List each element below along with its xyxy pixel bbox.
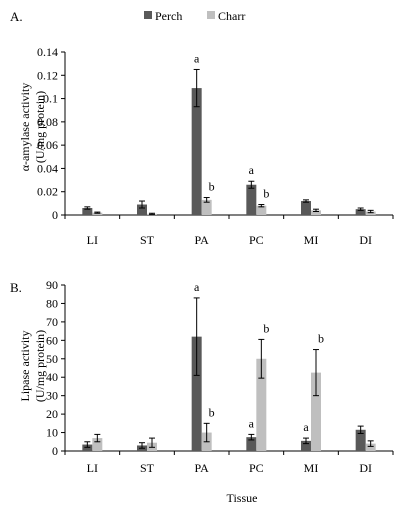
x-tick-label-li: LI — [87, 461, 98, 475]
y-tick-label: 0.04 — [37, 161, 58, 175]
y-tick-label: 30 — [46, 389, 58, 403]
bar-charr-pa — [201, 199, 212, 215]
y-tick-label: 60 — [46, 333, 58, 347]
bar-perch-mi — [301, 201, 311, 215]
y-tick-label: 40 — [46, 370, 58, 384]
y-tick-label: 20 — [46, 407, 58, 421]
x-tick-label-li: LI — [87, 233, 98, 247]
y-tick-label: 10 — [46, 426, 58, 440]
legend-label-charr: Charr — [218, 9, 245, 23]
y-axis-title-line-2: (U/mg protein) — [33, 330, 47, 402]
significance-letter: a — [249, 416, 255, 430]
significance-letter: a — [303, 420, 309, 434]
y-tick-label: 0 — [52, 208, 58, 222]
x-tick-label-di: DI — [359, 461, 372, 475]
y-tick-label: 0.06 — [37, 138, 58, 152]
significance-letter: b — [263, 187, 269, 201]
bar-perch-di — [355, 429, 366, 451]
y-axis-title: Lipase activity (U/mg protein) — [18, 330, 47, 402]
bar-perch-mi — [301, 440, 311, 451]
plot-area-b: 0 10 20 30 40 50 60 70 80 90 LI ST PA a b PC a b MI a b DI — [46, 278, 394, 475]
bar-charr-li — [92, 438, 103, 451]
bar-charr-di — [365, 211, 376, 215]
bar-charr-li — [92, 212, 103, 215]
y-tick-label: 0.12 — [37, 68, 58, 82]
significance-letter: b — [318, 332, 324, 346]
x-tick-label-st: ST — [140, 461, 155, 475]
bar-charr-mi — [311, 210, 321, 215]
y-tick-label: 0.02 — [37, 185, 58, 199]
significance-letter: b — [263, 321, 269, 335]
legend-swatch-perch — [144, 11, 152, 19]
x-axis-title: Tissue — [227, 491, 258, 505]
x-tick-label-di: DI — [359, 233, 372, 247]
bar-perch-pa — [191, 336, 202, 451]
panel-b-label: B. — [10, 280, 22, 295]
bar-charr-pc — [256, 358, 267, 451]
x-tick-label-pa: PA — [195, 461, 210, 475]
y-tick-label: 0.1 — [43, 92, 58, 106]
bar-perch-st — [137, 204, 147, 215]
bar-perch-pc — [246, 184, 257, 215]
significance-letter: a — [194, 280, 200, 294]
y-tick-label: 90 — [46, 278, 58, 292]
x-tick-label-st: ST — [140, 233, 155, 247]
y-tick-label: 0.14 — [37, 45, 58, 59]
x-tick-label-mi: MI — [304, 233, 319, 247]
y-axis-title: α-amylase activity (U/mg protein) — [18, 83, 47, 172]
bar-charr-mi — [311, 372, 321, 451]
y-tick-label: 80 — [46, 296, 58, 310]
legend: Perch Charr — [144, 9, 245, 23]
significance-letter: b — [209, 405, 215, 419]
x-tick-label-pc: PC — [249, 461, 264, 475]
significance-letter: a — [194, 51, 200, 65]
bar-perch-pc — [246, 437, 257, 451]
y-tick-label: 50 — [46, 352, 58, 366]
y-tick-label: 70 — [46, 315, 58, 329]
y-tick-label: 0.08 — [37, 115, 58, 129]
bar-perch-li — [82, 208, 93, 215]
y-axis-title-line-2: (U/mg protein) — [33, 91, 47, 163]
significance-letter: b — [209, 180, 215, 194]
x-tick-label-pc: PC — [249, 233, 264, 247]
panel-a-label: A. — [10, 9, 23, 24]
x-tick-label-mi: MI — [304, 461, 319, 475]
bar-perch-pa — [191, 88, 202, 215]
legend-swatch-charr — [207, 11, 215, 19]
legend-label-perch: Perch — [155, 9, 182, 23]
bar-perch-di — [355, 209, 366, 215]
bar-charr-di — [365, 443, 376, 451]
chart-panel-a: A. Perch Charr α-amylase activity (U/mg … — [10, 9, 394, 247]
chart-panel-b: B. Lipase activity (U/mg protein) 0 10 20 3… — [10, 278, 394, 505]
x-tick-label-pa: PA — [195, 233, 210, 247]
y-tick-label: 0 — [52, 444, 58, 458]
bar-charr-pc — [256, 205, 267, 215]
y-axis-title-line-1: Lipase activity — [18, 331, 32, 402]
y-axis-title-line-1: α-amylase activity — [18, 83, 32, 172]
significance-letter: a — [249, 163, 255, 177]
